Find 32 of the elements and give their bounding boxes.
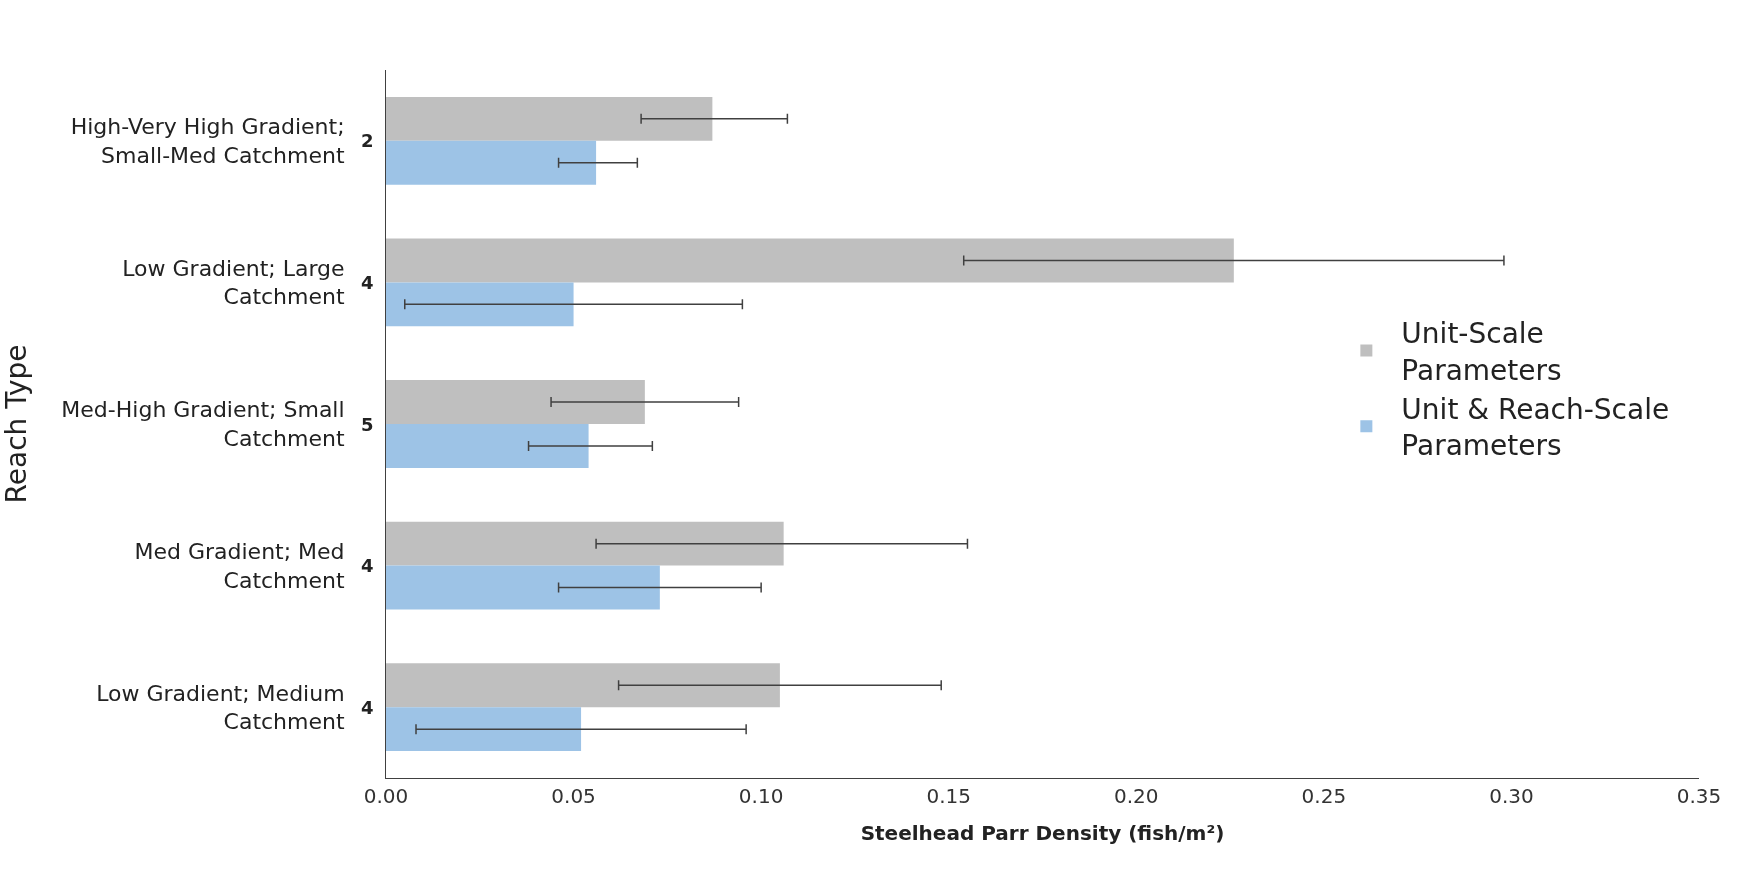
- x-tick-label: 0.15: [926, 784, 971, 808]
- bar: [386, 140, 597, 185]
- x-axis-title: Steelhead Parr Density (fish/m²): [860, 820, 1225, 845]
- x-tick-label: 0.05: [551, 784, 596, 808]
- text: 4: [361, 272, 374, 293]
- y-tick-label: Low Gradient; Medium Catchment: [96, 680, 345, 735]
- bar: [386, 565, 660, 610]
- y-tick-label: High-Very High Gradient; Small-Med Catchment: [70, 114, 345, 168]
- text: 5: [361, 414, 374, 435]
- y-tick-label: Med-High Gradient; Small Catchment: [61, 397, 345, 451]
- bar: [386, 282, 574, 327]
- text: 2: [361, 130, 374, 151]
- x-tick-label: 0.25: [1301, 784, 1347, 808]
- legend-label: Unit & Reach-Scale Parameters: [1401, 393, 1670, 463]
- legend-label: Unit-Scale Parameters: [1401, 317, 1562, 387]
- x-tick-label: 0.10: [738, 784, 784, 808]
- y-tick-label: Low Gradient; Large Catchment: [122, 255, 345, 310]
- text: 4: [361, 697, 374, 718]
- bar: [386, 521, 784, 566]
- y-axis-title: Reach Type: [0, 344, 33, 504]
- bar: [386, 238, 1234, 283]
- bar: [386, 424, 589, 468]
- x-tick-label: 0.20: [1114, 784, 1159, 808]
- x-tick-label: 0.35: [1676, 784, 1722, 808]
- bar: [386, 380, 645, 424]
- x-tick-label: 0.30: [1489, 784, 1534, 808]
- text: 4: [361, 555, 374, 576]
- y-tick-label: Med Gradient; Med Catchment: [134, 539, 345, 593]
- x-tick-label: 0.00: [363, 784, 409, 808]
- bar: [386, 96, 713, 141]
- bar: [386, 707, 582, 752]
- bar: [386, 663, 780, 708]
